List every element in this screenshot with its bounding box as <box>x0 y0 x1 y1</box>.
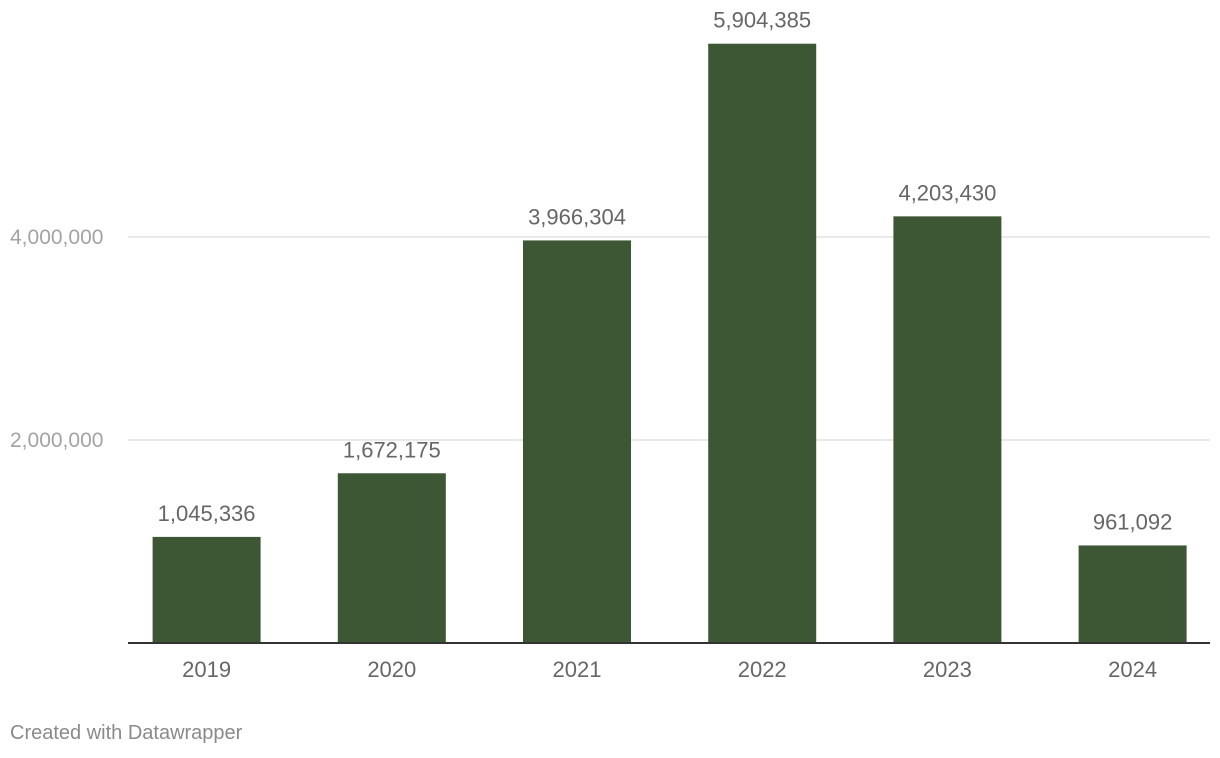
bar-value-label: 3,966,304 <box>528 204 626 229</box>
x-tick-label: 2021 <box>553 657 602 682</box>
bar-2021 <box>523 240 631 643</box>
x-tick-label: 2020 <box>367 657 416 682</box>
bar-2022 <box>708 43 817 644</box>
x-tick-label: 2024 <box>1108 657 1157 682</box>
bar-2023 <box>893 216 1002 643</box>
x-axis-tick-labels: 2019 2020 2021 2022 2023 2024 <box>182 657 1157 682</box>
x-tick-label: 2023 <box>923 657 972 682</box>
bar-value-label: 1,045,336 <box>158 501 256 526</box>
bar-2019 <box>152 536 261 643</box>
x-tick-label: 2019 <box>182 657 231 682</box>
bar-2020 <box>337 473 446 643</box>
bar-value-label: 5,904,385 <box>713 8 811 33</box>
y-tick-label: 2,000,000 <box>10 429 103 452</box>
footer-credit: Created with Datawrapper <box>10 722 243 744</box>
bar-value-label: 961,092 <box>1093 509 1173 534</box>
bar-2024 <box>1078 545 1187 643</box>
bars <box>152 43 1187 644</box>
gridlines <box>128 236 1210 441</box>
bar-value-label: 1,672,175 <box>343 437 441 462</box>
x-tick-label: 2022 <box>738 657 787 682</box>
y-tick-label: 4,000,000 <box>10 226 103 249</box>
bar-value-labels: 1,045,336 1,672,175 3,966,304 5,904,385 4,20… <box>158 8 1173 535</box>
bar-value-label: 4,203,430 <box>898 180 996 205</box>
y-axis-tick-labels: 2,000,000 4,000,000 <box>10 226 103 452</box>
